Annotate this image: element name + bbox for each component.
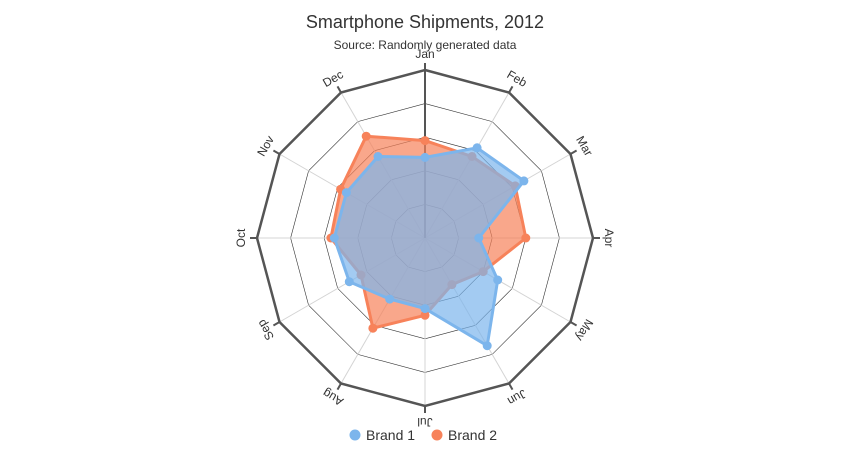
axis-tick bbox=[508, 383, 514, 391]
legend-marker bbox=[431, 429, 443, 441]
data-point-sep[interactable] bbox=[344, 277, 354, 287]
data-point-nov[interactable] bbox=[341, 188, 351, 198]
category-label-mar: Mar bbox=[573, 134, 595, 159]
data-point-oct[interactable] bbox=[329, 233, 339, 243]
category-label-apr: Apr bbox=[602, 229, 616, 248]
category-label-oct: Oct bbox=[234, 228, 248, 247]
legend[interactable]: Brand 1 Brand 2 bbox=[349, 427, 498, 443]
data-point-dec[interactable] bbox=[373, 152, 383, 161]
category-label-aug: Aug bbox=[320, 386, 345, 409]
data-point-feb[interactable] bbox=[472, 143, 482, 153]
data-point-jul[interactable] bbox=[420, 304, 430, 314]
axis-tick bbox=[336, 85, 342, 93]
series-layer bbox=[326, 131, 531, 351]
data-point-mar[interactable] bbox=[519, 176, 529, 186]
category-label-feb: Feb bbox=[505, 67, 530, 90]
axis-tick bbox=[570, 321, 578, 327]
data-point-jan[interactable] bbox=[420, 152, 430, 162]
data-point-jan[interactable] bbox=[420, 136, 430, 146]
data-point-jul[interactable] bbox=[420, 310, 430, 320]
series-brand-1[interactable] bbox=[329, 143, 529, 351]
data-point-aug[interactable] bbox=[368, 323, 378, 333]
axis-tick bbox=[272, 149, 280, 155]
data-point-may[interactable] bbox=[493, 275, 503, 285]
category-label-nov: Nov bbox=[254, 133, 277, 158]
legend-label: Brand 1 bbox=[366, 427, 415, 443]
axis-tick bbox=[336, 383, 342, 391]
legend-label: Brand 2 bbox=[448, 427, 497, 443]
legend-marker bbox=[349, 429, 361, 441]
category-label-dec: Dec bbox=[320, 67, 345, 90]
data-point-apr[interactable] bbox=[474, 233, 484, 243]
category-label-may: May bbox=[573, 317, 596, 344]
data-point-aug[interactable] bbox=[385, 294, 395, 304]
category-label-jan: Jan bbox=[415, 47, 434, 61]
category-label-jun: Jun bbox=[505, 386, 529, 408]
axis-tick bbox=[570, 149, 578, 155]
data-point-dec[interactable] bbox=[361, 131, 371, 141]
category-label-sep: Sep bbox=[254, 317, 277, 343]
legend-item-brand-1[interactable]: Brand 1 bbox=[349, 427, 416, 443]
axis-tick bbox=[508, 85, 514, 93]
legend-item-brand-2[interactable]: Brand 2 bbox=[431, 427, 498, 443]
chart-title: Smartphone Shipments, 2012 bbox=[306, 12, 544, 32]
data-point-jun[interactable] bbox=[482, 341, 492, 351]
data-point-apr[interactable] bbox=[521, 233, 531, 243]
chart-subtitle: Source: Randomly generated data bbox=[334, 38, 517, 52]
category-label-jul: Jul bbox=[417, 415, 432, 429]
axis-tick bbox=[272, 321, 280, 327]
